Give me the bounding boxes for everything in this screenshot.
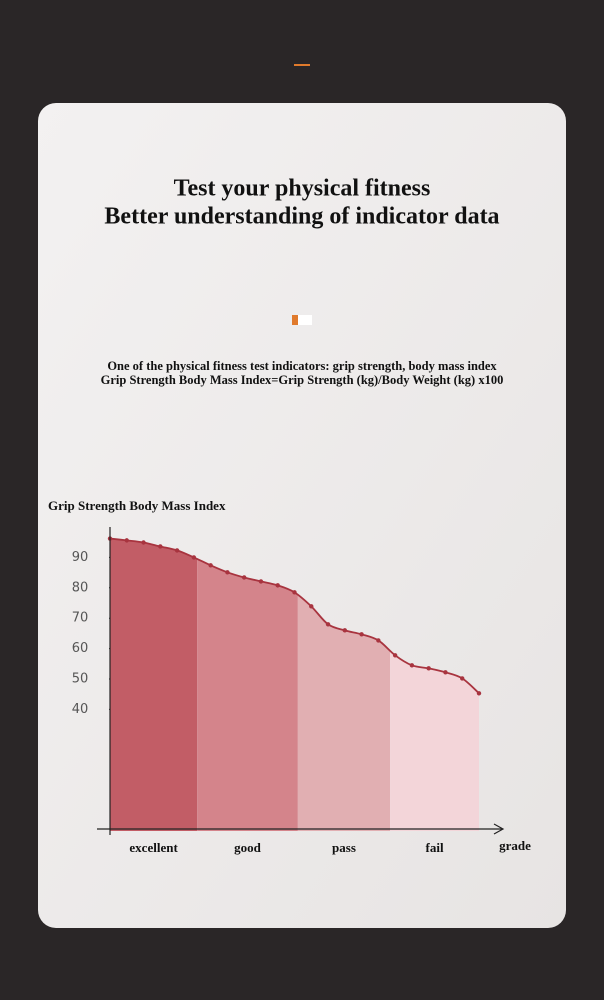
data-point — [443, 670, 448, 675]
y-tick-label: 40 — [72, 702, 89, 717]
data-point — [309, 604, 314, 609]
y-axis-label: Grip Strength Body Mass Index — [48, 498, 226, 513]
title-line: Test your physical fitness — [174, 176, 431, 202]
divider-icon — [292, 315, 312, 325]
x-axis-arrow — [493, 823, 505, 835]
data-point — [426, 666, 431, 671]
data-point — [359, 632, 364, 637]
data-point — [158, 544, 163, 549]
data-point — [275, 583, 280, 588]
data-point — [191, 555, 197, 560]
title-line: Better understanding of indicator data — [104, 204, 499, 230]
y-tick-label: 50 — [72, 672, 89, 687]
description-line: One of the physical fitness test indicat… — [107, 359, 497, 373]
data-point — [476, 691, 482, 696]
data-point — [292, 590, 297, 595]
data-point — [208, 563, 213, 568]
data-point — [460, 676, 465, 681]
data-point — [325, 622, 331, 627]
y-tick-label: 60 — [72, 641, 89, 656]
data-point — [409, 663, 415, 668]
x-tick-label: excellent — [129, 840, 178, 855]
y-tick-label: 90 — [72, 550, 89, 565]
description-line: Grip Strength Body Mass Index=Grip Stren… — [101, 373, 504, 387]
y-tick-label: 80 — [72, 580, 89, 595]
data-point — [258, 579, 264, 584]
x-tick-label: fail — [426, 840, 444, 855]
divider-icon-accent — [292, 315, 298, 325]
grade-band — [110, 538, 198, 831]
data-point — [225, 570, 230, 575]
x-tick-label: pass — [332, 840, 356, 855]
y-tick-label: 70 — [72, 611, 89, 626]
data-point — [124, 538, 129, 543]
data-point — [141, 540, 146, 545]
data-point — [174, 548, 180, 553]
x-tick-label: good — [234, 840, 262, 855]
data-point — [241, 575, 247, 580]
data-point — [392, 653, 398, 658]
top-accent — [294, 64, 310, 66]
x-axis-label: grade — [499, 838, 531, 853]
data-point — [342, 628, 348, 633]
data-point — [376, 638, 381, 643]
